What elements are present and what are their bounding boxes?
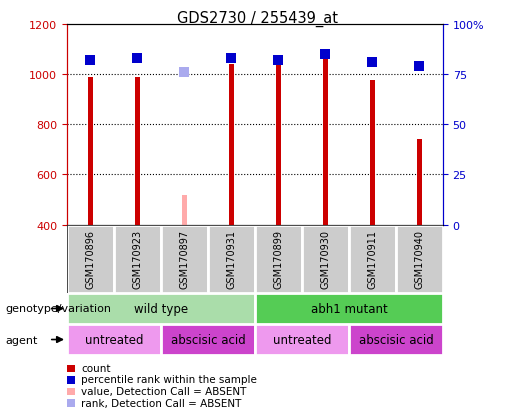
Bar bbox=[255, 225, 302, 293]
Bar bbox=[182, 195, 187, 225]
Text: abh1 mutant: abh1 mutant bbox=[311, 302, 387, 315]
Text: GDS2730 / 255439_at: GDS2730 / 255439_at bbox=[177, 10, 338, 26]
Text: GSM170940: GSM170940 bbox=[415, 230, 424, 289]
Text: GSM170923: GSM170923 bbox=[132, 230, 143, 289]
Bar bbox=[255, 324, 349, 355]
Bar bbox=[370, 81, 375, 225]
Bar bbox=[396, 225, 443, 293]
Bar bbox=[255, 293, 443, 324]
Bar bbox=[67, 225, 114, 293]
Text: count: count bbox=[81, 363, 111, 373]
Text: untreated: untreated bbox=[272, 333, 331, 346]
Bar bbox=[161, 225, 208, 293]
Bar bbox=[349, 225, 396, 293]
Text: GSM170931: GSM170931 bbox=[227, 230, 236, 289]
Bar bbox=[322, 52, 328, 225]
Text: untreated: untreated bbox=[84, 333, 143, 346]
Text: value, Detection Call = ABSENT: value, Detection Call = ABSENT bbox=[81, 386, 247, 396]
Text: genotype/variation: genotype/variation bbox=[5, 304, 111, 313]
Text: abscisic acid: abscisic acid bbox=[170, 333, 245, 346]
Bar bbox=[349, 324, 443, 355]
Bar bbox=[208, 225, 255, 293]
Bar bbox=[134, 77, 140, 225]
Bar bbox=[67, 324, 161, 355]
Bar bbox=[302, 225, 349, 293]
Bar bbox=[88, 77, 93, 225]
Text: wild type: wild type bbox=[134, 302, 188, 315]
Text: GSM170930: GSM170930 bbox=[320, 230, 331, 289]
Text: GSM170896: GSM170896 bbox=[85, 230, 95, 289]
Text: agent: agent bbox=[5, 335, 38, 345]
Bar bbox=[67, 293, 255, 324]
Bar bbox=[114, 225, 161, 293]
Text: rank, Detection Call = ABSENT: rank, Detection Call = ABSENT bbox=[81, 398, 242, 408]
Text: GSM170897: GSM170897 bbox=[179, 230, 190, 289]
Text: GSM170899: GSM170899 bbox=[273, 230, 283, 289]
Text: abscisic acid: abscisic acid bbox=[358, 333, 433, 346]
Bar bbox=[229, 65, 234, 225]
Bar bbox=[161, 324, 255, 355]
Text: GSM170911: GSM170911 bbox=[367, 230, 377, 289]
Text: percentile rank within the sample: percentile rank within the sample bbox=[81, 375, 258, 385]
Bar bbox=[276, 65, 281, 225]
Bar bbox=[417, 140, 422, 225]
